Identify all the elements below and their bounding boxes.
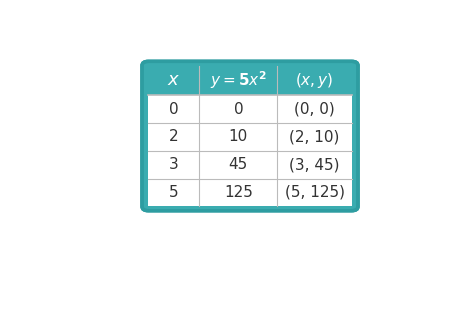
Text: 0: 0	[168, 102, 178, 117]
Text: 0: 0	[233, 102, 243, 117]
Text: 10: 10	[228, 129, 247, 144]
Text: (5, 125): (5, 125)	[284, 185, 344, 200]
Text: (3, 45): (3, 45)	[289, 157, 339, 172]
Text: 5: 5	[168, 185, 178, 200]
Text: 3: 3	[168, 157, 178, 172]
Text: $\mathit{y} = \mathbf{5}\mathit{x}^{\mathbf{2}}$: $\mathit{y} = \mathbf{5}\mathit{x}^{\mat…	[209, 70, 266, 91]
Text: (2, 10): (2, 10)	[289, 129, 339, 144]
Bar	[148, 95, 351, 206]
Text: $\mathit{(x, y)}$: $\mathit{(x, y)}$	[295, 71, 333, 90]
FancyBboxPatch shape	[142, 61, 357, 211]
Text: 45: 45	[228, 157, 247, 172]
Text: 2: 2	[168, 129, 178, 144]
Text: (0, 0): (0, 0)	[293, 102, 334, 117]
Text: 125: 125	[224, 185, 252, 200]
Text: $\mathit{x}$: $\mathit{x}$	[167, 72, 180, 89]
